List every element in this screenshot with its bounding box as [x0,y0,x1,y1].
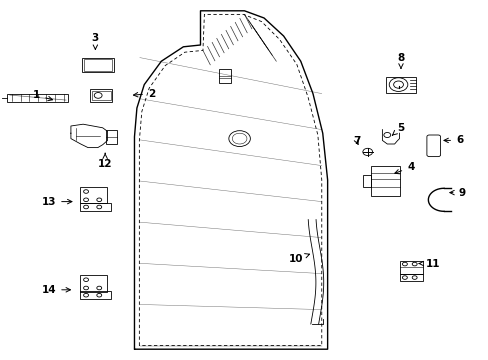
Bar [84,59,112,71]
Bar [92,91,110,100]
Bar [363,175,370,187]
Text: 11: 11 [418,258,439,269]
Text: 7: 7 [352,136,360,147]
Bar [80,275,106,292]
Text: 4: 4 [394,162,414,174]
Text: 5: 5 [391,123,404,135]
Bar [218,69,230,83]
Text: 12: 12 [98,153,112,169]
Text: 6: 6 [443,135,462,145]
Bar [80,187,106,203]
Text: 3: 3 [92,33,99,49]
Bar [399,274,423,281]
Text: 13: 13 [41,197,72,207]
Bar [386,77,415,93]
Bar [399,261,423,274]
Text: 14: 14 [41,285,70,295]
Bar [106,130,117,144]
Text: 1: 1 [33,90,52,101]
Bar [82,58,114,72]
Text: 8: 8 [397,53,404,68]
Bar [7,94,68,102]
Bar [80,203,111,211]
Bar [80,291,111,299]
Bar [90,89,112,102]
Text: 9: 9 [449,188,465,198]
Text: 10: 10 [288,254,309,264]
Text: 2: 2 [133,89,155,99]
Bar [370,166,399,196]
